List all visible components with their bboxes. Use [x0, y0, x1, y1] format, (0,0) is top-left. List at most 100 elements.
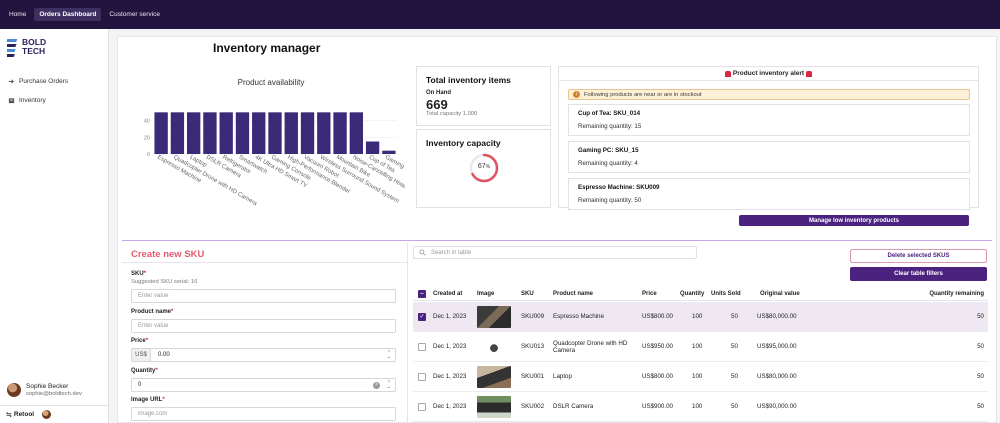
cell-created: Dec 1, 2023: [433, 343, 467, 350]
cell-units-sold: 50: [731, 373, 738, 380]
search-icon: [419, 249, 426, 256]
alert-item-remaining: Remaining quantity: 4: [578, 160, 638, 167]
retool-label[interactable]: Retool: [13, 411, 35, 418]
chart-bar[interactable]: [349, 112, 364, 154]
chart-bar[interactable]: [300, 112, 315, 154]
alert-item-name: Gaming PC: SKU_15: [578, 147, 639, 154]
manage-low-inventory-button[interactable]: Manage low inventory products: [739, 215, 969, 226]
avatar: [7, 383, 21, 397]
quantity-label: Quantity*: [131, 368, 158, 374]
product-image: [477, 335, 511, 358]
logo-text: BOLD TECH: [22, 37, 47, 56]
image-url-input[interactable]: image.com: [131, 407, 396, 421]
user-profile[interactable]: Sophie Becker sophie@boldtech.dev: [7, 383, 82, 397]
chart-bar[interactable]: [235, 112, 250, 154]
cell-units-sold: 50: [731, 343, 738, 350]
cell-created: Dec 1, 2023: [433, 373, 467, 380]
on-hand-label: On Hand: [426, 90, 451, 96]
product-image: [477, 395, 511, 418]
capacity-gauge: [469, 153, 499, 183]
tab-customer-service[interactable]: Customer service: [109, 11, 160, 18]
chart-bar[interactable]: [317, 112, 331, 154]
col-quantity[interactable]: Quantity: [680, 290, 705, 297]
cell-created: Dec 1, 2023: [433, 313, 467, 320]
cell-sku: SKU009: [521, 313, 545, 320]
user-name: Sophie Becker: [26, 383, 69, 390]
tab-home[interactable]: Home: [9, 11, 27, 18]
stepper-icon[interactable]: ⌃ ⌄: [386, 380, 391, 390]
select-all-checkbox[interactable]: –: [418, 289, 426, 298]
col-quantity-remaining[interactable]: Quantity remaining: [929, 290, 984, 297]
cell-quantity: 100: [692, 313, 703, 320]
alert-header: Product inventory alert: [558, 67, 979, 81]
inventory-capacity-title: Inventory capacity: [426, 138, 501, 148]
cell-quantity: 100: [692, 373, 703, 380]
chart-bar[interactable]: [252, 112, 266, 154]
sku-input[interactable]: Enter value: [131, 289, 396, 303]
row-checkbox[interactable]: [418, 372, 426, 381]
chart-y-tick: 20: [144, 135, 150, 141]
table-row[interactable]: Dec 1, 2023 SKU001 Laptop US$800.00 100 50 US$…: [413, 362, 988, 392]
table-row[interactable]: Dec 1, 2023 SKU013 Quadcopter Drone with H…: [413, 332, 988, 362]
sidebar-item-label: Inventory: [19, 97, 46, 104]
clear-icon[interactable]: ×: [373, 381, 380, 389]
row-checkbox[interactable]: ✓: [418, 312, 426, 321]
chart-bar[interactable]: [284, 112, 298, 154]
chart-bar[interactable]: [382, 150, 396, 154]
chart-bar[interactable]: [203, 112, 217, 154]
product-image: [477, 305, 511, 328]
product-image: [477, 365, 511, 388]
retool-icon: ≒: [6, 411, 12, 419]
col-sku[interactable]: SKU: [521, 290, 534, 297]
col-created-at[interactable]: Created at: [433, 290, 463, 297]
user-email: sophie@boldtech.dev: [26, 391, 82, 397]
chart-bar[interactable]: [170, 112, 185, 154]
tab-orders-dashboard[interactable]: Orders Dashboard: [34, 8, 102, 21]
col-price[interactable]: Price: [642, 290, 657, 297]
sidebar-item-purchase-orders[interactable]: Purchase Orders: [8, 78, 68, 85]
stepper-icon[interactable]: ⌃ ⌄: [386, 350, 391, 360]
chart-y-tick: 40: [144, 119, 150, 125]
row-checkbox[interactable]: [418, 402, 426, 411]
box-icon: [8, 98, 15, 104]
alert-item-remaining: Remaining quantity: 50: [578, 197, 642, 204]
sidebar-footer: ≒ Retool: [0, 405, 109, 423]
sku-label: SKU*: [131, 271, 147, 277]
alert-item-name: Cup of Tea: SKU_014: [578, 110, 641, 117]
table-row[interactable]: Dec 1, 2023 SKU002 DSLR Camera US$900.00 100…: [413, 392, 988, 422]
chart-bar[interactable]: [333, 112, 347, 154]
delete-selected-button[interactable]: Delete selected SKUS: [850, 249, 987, 263]
col-units-sold[interactable]: Units Sold: [711, 290, 741, 297]
avatar-small[interactable]: [42, 410, 52, 419]
total-capacity-text: Total capacity 1,000: [426, 111, 478, 117]
cell-product-name: Laptop: [553, 373, 572, 380]
price-prefix: US$: [131, 348, 151, 362]
sku-hint: Suggested SKU serial: 16: [131, 279, 198, 285]
cell-quantity-remaining: 50: [977, 373, 984, 380]
chart-bar[interactable]: [219, 112, 233, 154]
cell-quantity-remaining: 50: [977, 343, 984, 350]
chart-bar[interactable]: [154, 112, 168, 154]
col-product-name[interactable]: Product name: [553, 290, 594, 297]
product-name-input[interactable]: Enter value: [131, 319, 396, 333]
table-search-input[interactable]: Search in table: [413, 246, 697, 259]
table-row[interactable]: ✓ Dec 1, 2023 SKU009 Espresso Machine US$800…: [413, 302, 988, 332]
alert-item-remaining: Remaining quantity: 15: [578, 123, 642, 130]
on-hand-value: 669: [426, 97, 448, 112]
chart-bar[interactable]: [268, 112, 282, 154]
stockout-warning: ! Following products are near or are in …: [568, 89, 970, 100]
clear-filters-button[interactable]: Clear table filters: [850, 267, 987, 281]
col-original-value[interactable]: Original value: [760, 290, 800, 297]
page-title: Inventory manager: [213, 41, 321, 55]
arrow-right-icon: [8, 79, 14, 84]
row-checkbox[interactable]: [418, 342, 426, 351]
alert-title: Product inventory alert: [732, 70, 805, 77]
col-image[interactable]: Image: [477, 290, 495, 297]
cell-price: US$800.00: [642, 313, 673, 320]
price-input[interactable]: 0.00 ⌃ ⌄: [131, 348, 396, 362]
chart-bar[interactable]: [365, 141, 380, 155]
chart-bar[interactable]: [186, 112, 201, 154]
sidebar-item-inventory[interactable]: Inventory: [8, 97, 46, 104]
quantity-input[interactable]: 0 × ⌃ ⌄: [131, 378, 396, 392]
